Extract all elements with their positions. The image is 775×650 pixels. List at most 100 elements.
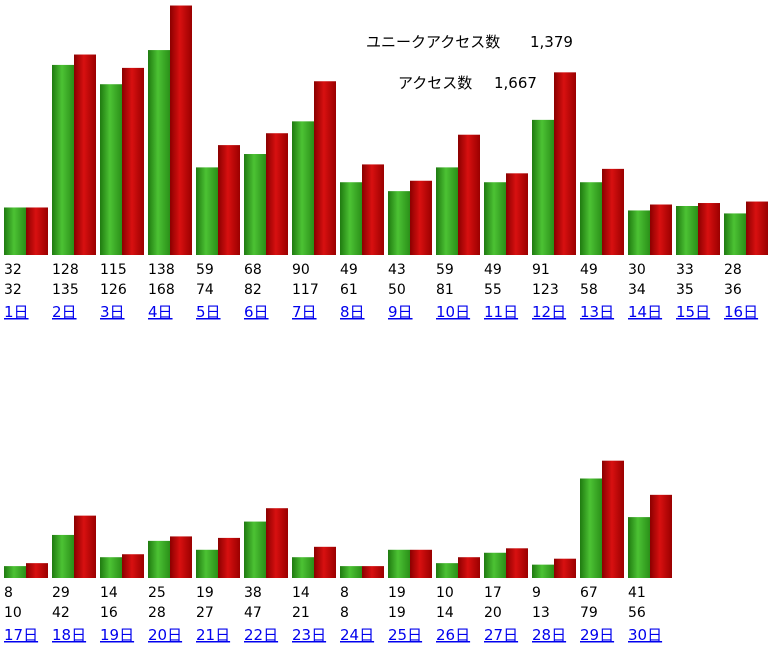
value-unique-5: 59 [196, 262, 214, 278]
value-access-27: 20 [484, 605, 502, 621]
bar-access-5 [218, 145, 240, 255]
value-access-28: 13 [532, 605, 550, 621]
value-access-23: 21 [292, 605, 310, 621]
value-unique-22: 38 [244, 585, 262, 601]
value-unique-4: 138 [148, 262, 175, 278]
access-total: 1,667 [494, 74, 537, 92]
bar-access-20 [170, 536, 192, 578]
day-link-20[interactable]: 20日 [148, 626, 182, 644]
bar-unique-14 [628, 210, 650, 255]
value-access-3: 126 [100, 282, 127, 298]
bar-unique-13 [580, 182, 602, 255]
day-link-24[interactable]: 24日 [340, 626, 374, 644]
value-unique-6: 68 [244, 262, 262, 278]
day-link-15[interactable]: 15日 [676, 303, 710, 321]
value-unique-19: 14 [100, 585, 118, 601]
day-link-30[interactable]: 30日 [628, 626, 662, 644]
day-link-6[interactable]: 6日 [244, 303, 269, 321]
value-access-9: 50 [388, 282, 406, 298]
value-unique-1: 32 [4, 262, 22, 278]
value-unique-3: 115 [100, 262, 127, 278]
value-access-7: 117 [292, 282, 319, 298]
day-link-7[interactable]: 7日 [292, 303, 317, 321]
bar-access-26 [458, 557, 480, 578]
day-link-17[interactable]: 17日 [4, 626, 38, 644]
day-link-5[interactable]: 5日 [196, 303, 221, 321]
day-link-3[interactable]: 3日 [100, 303, 125, 321]
value-access-15: 35 [676, 282, 694, 298]
day-link-11[interactable]: 11日 [484, 303, 518, 321]
bar-unique-19 [100, 557, 122, 578]
day-link-29[interactable]: 29日 [580, 626, 614, 644]
value-access-4: 168 [148, 282, 175, 298]
value-access-13: 58 [580, 282, 598, 298]
unique-access-label: ユニークアクセス数 [366, 33, 500, 51]
bar-access-23 [314, 546, 336, 578]
value-unique-7: 90 [292, 262, 310, 278]
bar-unique-20 [148, 540, 170, 578]
bar-access-12 [554, 72, 576, 255]
day-link-19[interactable]: 19日 [100, 626, 134, 644]
bar-unique-27 [484, 552, 506, 578]
bar-access-30 [650, 494, 672, 578]
value-unique-9: 43 [388, 262, 406, 278]
bar-unique-25 [388, 549, 410, 578]
bar-unique-26 [436, 563, 458, 578]
bar-access-14 [650, 204, 672, 255]
bar-access-10 [458, 134, 480, 255]
value-unique-29: 67 [580, 585, 598, 601]
value-access-21: 27 [196, 605, 214, 621]
day-link-25[interactable]: 25日 [388, 626, 422, 644]
bar-access-21 [218, 537, 240, 578]
day-link-14[interactable]: 14日 [628, 303, 662, 321]
bar-access-2 [74, 54, 96, 256]
day-link-27[interactable]: 27日 [484, 626, 518, 644]
day-link-10[interactable]: 10日 [436, 303, 470, 321]
day-link-26[interactable]: 26日 [436, 626, 470, 644]
value-unique-30: 41 [628, 585, 646, 601]
value-unique-25: 19 [388, 585, 406, 601]
bar-unique-5 [196, 167, 218, 255]
day-link-8[interactable]: 8日 [340, 303, 365, 321]
value-access-16: 36 [724, 282, 742, 298]
bar-access-15 [698, 203, 720, 255]
value-access-24: 8 [340, 605, 349, 621]
value-access-12: 123 [532, 282, 559, 298]
bar-unique-17 [4, 566, 26, 578]
bar-access-3 [122, 67, 144, 255]
bar-unique-11 [484, 182, 506, 255]
bar-access-7 [314, 81, 336, 255]
value-unique-26: 10 [436, 585, 454, 601]
value-unique-16: 28 [724, 262, 742, 278]
value-access-29: 79 [580, 605, 598, 621]
access-label: アクセス数 [398, 74, 472, 92]
bar-unique-7 [292, 121, 314, 255]
bar-unique-21 [196, 549, 218, 578]
value-unique-8: 49 [340, 262, 358, 278]
bar-unique-12 [532, 119, 554, 256]
day-link-2[interactable]: 2日 [52, 303, 77, 321]
unique-access-total: 1,379 [530, 33, 573, 51]
day-link-16[interactable]: 16日 [724, 303, 758, 321]
bar-unique-22 [244, 521, 266, 578]
value-access-22: 47 [244, 605, 262, 621]
bar-access-8 [362, 164, 384, 255]
day-link-1[interactable]: 1日 [4, 303, 29, 321]
day-link-23[interactable]: 23日 [292, 626, 326, 644]
day-link-4[interactable]: 4日 [148, 303, 173, 321]
bar-unique-15 [676, 205, 698, 255]
day-link-18[interactable]: 18日 [52, 626, 86, 644]
day-link-9[interactable]: 9日 [388, 303, 413, 321]
bar-unique-23 [292, 557, 314, 578]
bar-unique-2 [52, 64, 74, 255]
value-unique-12: 91 [532, 262, 550, 278]
day-link-13[interactable]: 13日 [580, 303, 614, 321]
value-unique-28: 9 [532, 585, 541, 601]
day-link-12[interactable]: 12日 [532, 303, 566, 321]
bar-unique-29 [580, 478, 602, 578]
day-link-21[interactable]: 21日 [196, 626, 230, 644]
day-link-22[interactable]: 22日 [244, 626, 278, 644]
value-unique-23: 14 [292, 585, 310, 601]
value-access-11: 55 [484, 282, 502, 298]
day-link-28[interactable]: 28日 [532, 626, 566, 644]
